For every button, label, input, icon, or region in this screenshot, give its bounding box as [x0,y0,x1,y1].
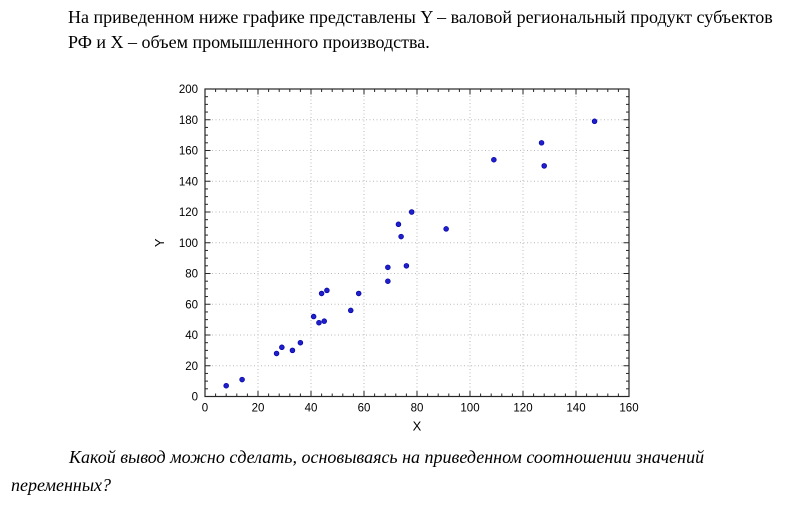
y-tick-label: 0 [192,392,198,404]
data-point [538,140,545,146]
data-point [443,226,449,232]
data-point [316,319,322,326]
x-tick-label: 160 [619,403,638,415]
x-tick-label: 60 [358,403,371,415]
x-tick-label: 120 [513,403,532,415]
y-tick-label: 200 [179,84,198,96]
data-point [491,156,497,163]
data-point [541,163,547,169]
x-tick-label: 80 [411,403,424,415]
problem-statement: На приведенном ниже графике представлены… [68,7,773,52]
data-point [239,376,245,383]
y-tick-label: 20 [185,361,198,373]
y-tick-label: 140 [179,176,198,188]
y-tick-label: 80 [185,269,198,281]
x-tick-label: 40 [305,403,318,415]
plot-frame [204,88,630,398]
data-point [223,382,229,389]
data-point [395,221,402,228]
y-axis-label: Y [152,238,167,247]
data-point [385,278,391,284]
data-point [355,290,362,297]
x-tick-label: 100 [460,403,479,415]
y-tick-label: 180 [179,115,198,127]
y-tick-label: 160 [179,146,198,158]
data-point [408,209,415,215]
y-tick-label: 40 [185,330,198,342]
data-point [297,339,304,346]
x-tick-label: 140 [566,403,585,415]
x-tick-label: 0 [202,403,208,415]
question-text: Какой вывод можно сделать, основываясь н… [11,447,705,495]
data-point [279,344,285,351]
y-tick-label: 100 [179,238,198,250]
scatter-plot: 0 20 40 60 80 100 120 140 160 0 20 40 60 80 100 120 140 1… [148,84,648,442]
y-tick-label: 120 [179,207,198,219]
x-axis-label: X [413,419,422,434]
data-point [385,264,391,271]
data-point [273,350,280,357]
data-point [324,287,330,294]
data-point [403,263,410,269]
data-point [398,233,404,240]
data-point [310,313,317,320]
data-point [321,318,328,324]
data-point [289,347,296,354]
data-point [318,290,325,297]
y-tick-label: 60 [185,299,198,311]
scatter-plot-svg: 0 20 40 60 80 100 120 140 160 0 20 40 60 80 100 120 140 1… [152,84,639,434]
data-point [348,307,354,314]
data-point [591,118,598,125]
x-tick-label: 20 [252,403,265,415]
